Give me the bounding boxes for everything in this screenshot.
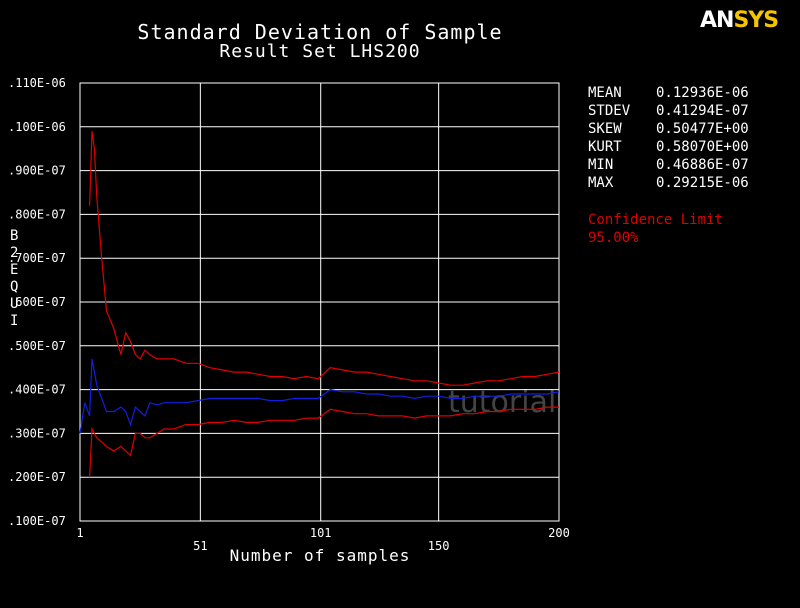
y-tick-label: .110E-06 <box>8 76 66 90</box>
x-tick-label: 51 <box>193 539 207 553</box>
y-axis-label-letter: 2 <box>10 245 19 261</box>
y-axis-label-letter: Q <box>10 279 19 295</box>
x-tick-label: 200 <box>548 526 570 540</box>
stat-row-kurt: KURT 0.58070E+00 <box>588 138 749 156</box>
stat-row-stdev: STDEV 0.41294E-07 <box>588 102 749 120</box>
stat-value: 0.50477E+00 <box>656 121 749 137</box>
y-axis-label-letter: E <box>10 262 19 278</box>
stat-row-min: MIN 0.46886E-07 <box>588 156 749 174</box>
confidence-label: Confidence Limit <box>588 212 723 228</box>
sample-stdev-line <box>79 358 560 434</box>
y-axis-label-letter: I <box>10 313 19 329</box>
stat-label: MAX <box>588 175 614 191</box>
stat-value: 0.41294E-07 <box>656 103 749 119</box>
confidence-limit: Confidence Limit 95.00% <box>588 211 723 247</box>
x-tick-label: 1 <box>76 526 83 540</box>
grid-lines <box>79 82 560 522</box>
stat-row-skew: SKEW 0.50477E+00 <box>588 120 749 138</box>
stat-label: KURT <box>588 139 622 155</box>
chart-title: Standard Deviation of Sample <box>137 20 503 44</box>
logo-sys: SYS <box>733 8 779 33</box>
stat-row-mean: MEAN 0.12936E-06 <box>588 84 749 102</box>
y-tick-label: .100E-07 <box>8 514 66 528</box>
chart-subtitle: Result Set LHS200 <box>219 41 421 62</box>
stat-label: MEAN <box>588 85 622 101</box>
stat-label: STDEV <box>588 103 631 119</box>
series-lines <box>79 131 560 478</box>
stat-value: 0.58070E+00 <box>656 139 749 155</box>
x-tick-label: 101 <box>310 526 332 540</box>
y-tick-label: .400E-07 <box>8 383 66 397</box>
upper-confidence-line <box>89 131 560 386</box>
tick-labels: .100E-07 .200E-07 .300E-07 .400E-07 .500E-07… <box>8 76 570 553</box>
lower-confidence-line <box>89 406 559 478</box>
y-tick-label: .800E-07 <box>8 207 66 221</box>
y-tick-label: .300E-07 <box>8 426 66 440</box>
confidence-value: 95.00% <box>588 230 639 246</box>
x-axis-label: Number of samples <box>229 546 411 565</box>
ansys-logo: ANSYS <box>700 8 779 33</box>
y-axis-label-letter: B <box>10 228 19 244</box>
statistics-panel: MEAN 0.12936E-06 STDEV 0.41294E-07 SKEW 0.5… <box>588 84 749 192</box>
y-tick-label: .500E-07 <box>8 339 66 353</box>
y-axis-label-letter: U <box>10 296 19 312</box>
stat-value: 0.12936E-06 <box>656 85 749 101</box>
logo-an: AN <box>700 8 734 33</box>
stat-value: 0.29215E-06 <box>656 175 749 191</box>
stat-value: 0.46886E-07 <box>656 157 749 173</box>
stat-row-max: MAX 0.29215E-06 <box>588 174 749 192</box>
y-tick-label: .700E-07 <box>8 251 66 265</box>
y-tick-label: .100E-06 <box>8 120 66 134</box>
stat-label: SKEW <box>588 121 622 137</box>
stat-label: MIN <box>588 157 614 173</box>
x-tick-label: 150 <box>428 539 450 553</box>
y-tick-label: .200E-07 <box>8 470 66 484</box>
y-tick-label: .600E-07 <box>8 295 66 309</box>
y-tick-label: .900E-07 <box>8 164 66 178</box>
